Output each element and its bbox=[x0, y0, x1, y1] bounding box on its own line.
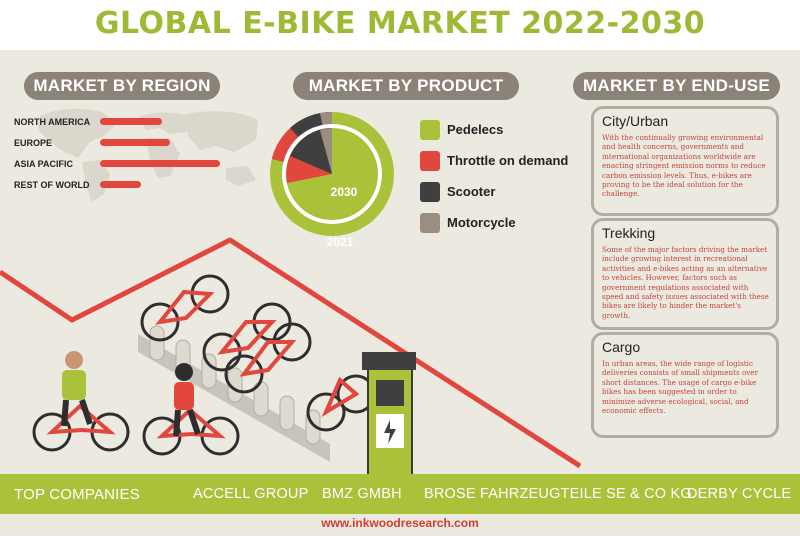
region-bar bbox=[100, 160, 220, 167]
top-companies-band bbox=[0, 474, 800, 514]
region-bar bbox=[100, 181, 141, 188]
page-title: GLOBAL E-BIKE MARKET 2022-2030 bbox=[94, 6, 706, 41]
legend-swatch bbox=[420, 182, 440, 202]
donut-outer-year-label: 2021 bbox=[327, 235, 354, 249]
footer-url-link[interactable]: www.inkwoodresearch.com bbox=[321, 516, 479, 530]
enduse-card-title: City/Urban bbox=[602, 113, 669, 129]
section-enduse-heading: MARKET BY END-USE bbox=[573, 72, 780, 100]
region-label: ASIA PACIFIC bbox=[14, 159, 74, 169]
legend-label: Scooter bbox=[447, 184, 496, 199]
company-item: ACCELL GROUP bbox=[193, 486, 309, 502]
rider-woman bbox=[142, 363, 240, 456]
enduse-card-text: In urban areas, the wide range of logist… bbox=[602, 359, 759, 416]
legend-label: Motorcycle bbox=[447, 215, 516, 230]
region-bar bbox=[100, 139, 170, 146]
legend-label: Pedelecs bbox=[447, 122, 504, 137]
region-label: REST OF WORLD bbox=[14, 180, 90, 190]
company-item: BROSE FAHRZEUGTEILE SE & CO KG bbox=[424, 486, 692, 502]
enduse-card-title: Trekking bbox=[602, 225, 656, 241]
charging-station bbox=[362, 352, 416, 476]
legend-label: Throttle on demand bbox=[447, 153, 569, 168]
legend-swatch bbox=[420, 213, 440, 233]
donut-inner-year-label: 2030 bbox=[331, 185, 358, 199]
title-bar bbox=[0, 0, 800, 50]
region-label: NORTH AMERICA bbox=[14, 117, 91, 127]
enduse-card-trekking: Trekking Some of the major factors drivi… bbox=[591, 218, 779, 330]
enduse-card-title: Cargo bbox=[602, 339, 641, 355]
bike-rack bbox=[138, 325, 330, 462]
top-companies-label: TOP COMPANIES bbox=[14, 486, 140, 503]
rider-man bbox=[32, 351, 130, 452]
donut-inner-slice-scooter bbox=[290, 128, 332, 174]
company-item: BMZ GMBH bbox=[322, 486, 402, 502]
donut-inner-slice-motorcycle bbox=[320, 128, 332, 174]
enduse-card-city: City/Urban With the continually growing … bbox=[591, 106, 779, 216]
region-bar bbox=[100, 118, 162, 125]
ebike-illustration bbox=[0, 237, 582, 476]
enduse-card-cargo: Cargo In urban areas, the wide range of … bbox=[591, 332, 779, 438]
product-donut-chart: 2030 2021 bbox=[270, 111, 394, 249]
legend-swatch bbox=[420, 151, 440, 171]
enduse-card-text: With the continually growing environment… bbox=[602, 133, 766, 199]
section-region-heading: MARKET BY REGION bbox=[24, 72, 220, 100]
section-product-heading: MARKET BY PRODUCT bbox=[293, 72, 519, 100]
world-map-illustration bbox=[38, 108, 258, 202]
enduse-card-text: Some of the major factors driving the ma… bbox=[602, 245, 769, 320]
region-label: EUROPE bbox=[14, 138, 53, 148]
company-item: DERBY CYCLE bbox=[687, 486, 792, 502]
legend-swatch bbox=[420, 120, 440, 140]
